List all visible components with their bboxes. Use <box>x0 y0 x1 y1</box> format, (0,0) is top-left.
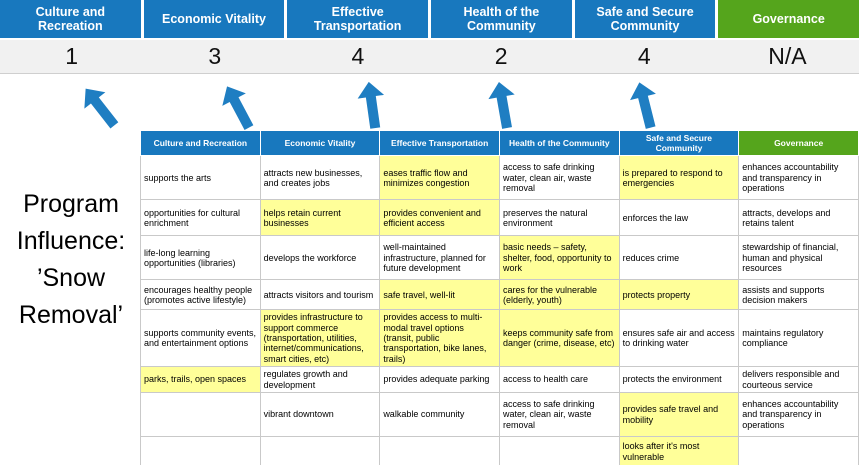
up-arrow-icon <box>213 78 263 136</box>
matrix-cell: basic needs – safety, shelter, food, opp… <box>498 235 620 281</box>
influence-matrix: Culture and Recreation Economic Vitality E… <box>140 129 859 465</box>
summary-header-effective-transportation: Effective Transportation <box>287 0 429 38</box>
score-band: 1 3 4 2 4 N/A <box>0 40 859 74</box>
matrix-cell: walkable community <box>379 392 500 438</box>
matrix-cell: regulates growth and development <box>259 366 381 394</box>
score-governance: N/A <box>768 43 807 69</box>
matrix-cell: is prepared to respond to emergencies <box>618 155 740 201</box>
matrix-column-header-safe-and-secure-community: Safe and Secure Community <box>618 129 740 157</box>
matrix-cell: access to safe drinking water, clean air… <box>498 155 620 201</box>
score-health-of-the-community: 2 <box>494 43 508 69</box>
matrix-cell: opportunities for cultural enrichment <box>140 199 261 237</box>
matrix-cell: enforces the law <box>618 199 740 237</box>
matrix-header-row: Culture and Recreation Economic Vitality E… <box>140 129 859 157</box>
matrix-cell: stewardship of financial, human and phys… <box>738 235 859 281</box>
matrix-cell <box>259 436 381 465</box>
matrix-cell: looks after it's most vulnerable <box>618 436 740 465</box>
up-arrow-icon <box>484 78 522 132</box>
program-label-line: ’Snow <box>36 264 106 292</box>
program-label-line: Program <box>23 190 119 218</box>
matrix-cell: delivers responsible and courteous servi… <box>738 366 859 394</box>
matrix-cell: well-maintained infrastructure, planned … <box>379 235 500 281</box>
matrix-cell: helps retain current businesses <box>259 199 381 237</box>
summary-header-culture-and-recreation: Culture and Recreation <box>0 0 141 38</box>
matrix-cell: vibrant downtown <box>259 392 381 438</box>
matrix-cell: ensures safe air and access to drinking … <box>618 309 740 368</box>
matrix-cell: protects the environment <box>618 366 740 394</box>
matrix-row: looks after it's most vulnerable <box>140 436 859 465</box>
influence-matrix-body: supports the arts attracts new businesses… <box>140 155 859 465</box>
matrix-cell: safe travel, well-lit <box>379 279 500 311</box>
summary-header-health-of-the-community: Health of the Community <box>431 0 572 38</box>
matrix-cell <box>140 392 261 438</box>
program-influence-label: Program Influence: ’Snow Removal’ <box>0 186 142 334</box>
matrix-column-header-effective-transportation: Effective Transportation <box>379 129 500 157</box>
matrix-cell: supports community events, and entertain… <box>140 309 261 368</box>
program-label-line: Influence: <box>16 227 126 255</box>
matrix-column-header-economic-vitality: Economic Vitality <box>259 129 381 157</box>
matrix-cell: provides adequate parking <box>379 366 500 394</box>
matrix-cell: provides access to multi-modal travel op… <box>379 309 500 368</box>
matrix-cell: encourages healthy people (promotes acti… <box>140 279 261 311</box>
matrix-cell: provides infrastructure to support comme… <box>259 309 381 368</box>
matrix-cell: keeps community safe from danger (crime,… <box>498 309 620 368</box>
matrix-cell: life-long learning opportunities (librar… <box>140 235 261 281</box>
program-label-line: Removal’ <box>18 301 124 329</box>
matrix-column-header-health-of-the-community: Health of the Community <box>498 129 620 157</box>
summary-header-band: Culture and Recreation Economic Vitality E… <box>0 0 859 38</box>
matrix-cell <box>140 436 261 465</box>
summary-header-economic-vitality: Economic Vitality <box>143 0 285 38</box>
matrix-row: vibrant downtown walkable community access… <box>140 392 859 438</box>
matrix-row: supports community events, and entertain… <box>140 309 859 368</box>
matrix-cell: protects property <box>618 279 740 311</box>
matrix-cell: enhances accountability and transparency… <box>738 155 859 201</box>
matrix-cell: access to safe drinking water, clean air… <box>498 392 620 438</box>
matrix-cell: assists and supports decision makers <box>738 279 859 311</box>
score-effective-transportation: 4 <box>351 43 365 69</box>
matrix-row: opportunities for cultural enrichment hel… <box>140 199 859 237</box>
matrix-cell: reduces crime <box>618 235 740 281</box>
summary-header-governance: Governance <box>718 0 859 38</box>
matrix-cell: attracts new businesses, and creates job… <box>259 155 381 201</box>
matrix-cell: preserves the natural environment <box>498 199 620 237</box>
matrix-cell: eases traffic flow and minimizes congest… <box>379 155 500 201</box>
matrix-cell <box>379 436 500 465</box>
matrix-cell: access to health care <box>498 366 620 394</box>
matrix-cell: supports the arts <box>140 155 261 201</box>
matrix-cell: provides safe travel and mobility <box>618 392 740 438</box>
score-safe-and-secure-community: 4 <box>637 43 651 69</box>
matrix-cell <box>498 436 620 465</box>
up-arrow-icon <box>73 78 127 136</box>
matrix-cell: provides convenient and efficient access <box>379 199 500 237</box>
score-culture-and-recreation: 1 <box>65 43 78 69</box>
score-economic-vitality: 3 <box>208 43 222 69</box>
matrix-column-header-governance: Governance <box>738 129 859 157</box>
matrix-cell: maintains regulatory compliance <box>738 309 859 368</box>
matrix-cell: enhances accountability and transparency… <box>738 392 859 438</box>
matrix-cell: attracts, develops and retains talent <box>738 199 859 237</box>
matrix-column-header-culture-and-recreation: Culture and Recreation <box>140 129 261 157</box>
matrix-cell: cares for the vulnerable (elderly, youth… <box>498 279 620 311</box>
matrix-row: parks, trails, open spaces regulates grow… <box>140 366 859 394</box>
matrix-row: supports the arts attracts new businesses… <box>140 155 859 201</box>
matrix-row: life-long learning opportunities (librar… <box>140 235 859 281</box>
matrix-cell <box>738 436 859 465</box>
up-arrow-icon <box>354 78 391 132</box>
matrix-row: encourages healthy people (promotes acti… <box>140 279 859 311</box>
matrix-cell: parks, trails, open spaces <box>140 366 261 394</box>
matrix-cell: attracts visitors and tourism <box>259 279 381 311</box>
up-arrow-icon <box>624 77 665 133</box>
matrix-cell: develops the workforce <box>259 235 381 281</box>
summary-header-safe-and-secure-community: Safe and Secure Community <box>574 0 716 38</box>
